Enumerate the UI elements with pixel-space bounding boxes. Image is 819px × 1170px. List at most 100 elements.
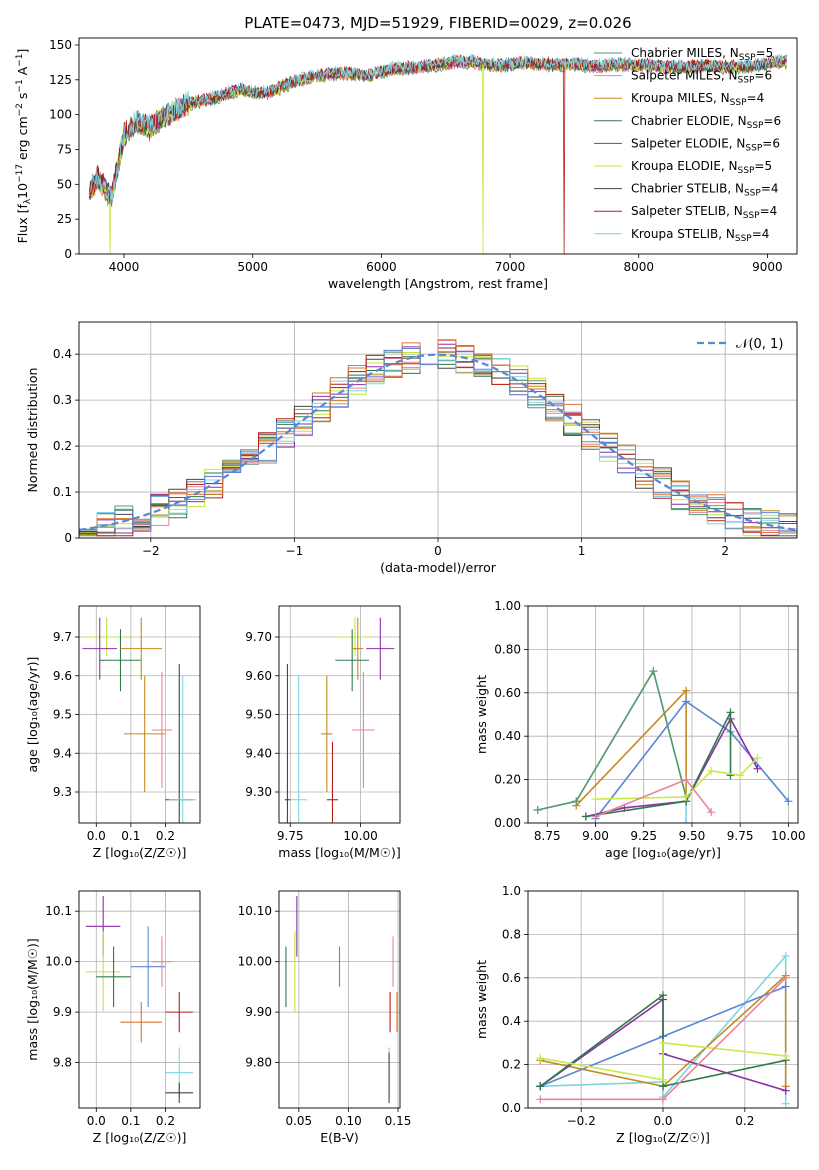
x-tick-label: 2 — [721, 544, 729, 558]
figure-title: PLATE=0473, MJD=51929, FIBERID=0029, z=0… — [244, 14, 631, 32]
normal-reference-curve — [79, 353, 797, 531]
legend-entry-sub: SSP — [738, 166, 755, 176]
axes-frame — [278, 890, 401, 1109]
legend-entry-name: Salpeter ELODIE, N — [631, 136, 745, 150]
y-tick-label: 10.0 — [45, 955, 72, 969]
y-tick-label: 9.70 — [245, 630, 272, 644]
spectrum-line-kroupa-stelib — [89, 53, 787, 206]
y-axis-label-sup: −2 — [15, 103, 25, 116]
x-tick-label: 0.0 — [653, 1114, 672, 1128]
y-tick-label: 0.4 — [53, 347, 72, 361]
errorbar-point — [284, 664, 291, 823]
y-tick-label: 9.60 — [245, 669, 272, 683]
y-tick-label: 9.8 — [53, 1056, 72, 1070]
errorbar-point — [338, 617, 372, 657]
y-tick-label: 0.2 — [53, 439, 72, 453]
x-axis-label: Z [log₁₀(Z/Z☉)] — [93, 845, 187, 860]
x-tick-label: 7000 — [495, 260, 526, 274]
y-axis-label-part: A — [15, 66, 30, 79]
errorbar-point — [85, 931, 121, 1013]
legend-entry: Chabrier MILES, NSSP=5 — [631, 46, 773, 63]
errorbar-point — [335, 629, 370, 692]
legend-entry-value: =4 — [747, 91, 765, 105]
y-tick-label: 0.8 — [502, 927, 521, 941]
x-tick-label: 1 — [578, 544, 586, 558]
legend-entry-value: =5 — [754, 159, 772, 173]
legend-entry-sub: SSP — [739, 53, 756, 63]
legend-entry-value: =6 — [762, 136, 780, 150]
x-tick-label: 0.15 — [385, 1114, 412, 1128]
errorbar-point — [96, 946, 131, 1008]
x-tick-label: 5000 — [237, 260, 268, 274]
errorbar-point — [165, 991, 194, 1033]
panel-mass_weight_vs_Z: −0.2 0.0 0.2 0.0 0.2 0.4 0.6 0.8 1.0 Z [log₁₀(Z/Z… — [474, 884, 799, 1145]
x-axis-label: (data-model)/error — [380, 560, 497, 575]
x-axis-label: mass [log₁₀(M/M☉)] — [278, 845, 400, 860]
y-tick-label: 0 — [64, 531, 72, 545]
panel-residual_hist: −2 −1 0 1 2 0 0.1 0.2 0.3 0.4 (data-model)/error No… — [25, 321, 798, 575]
y-tick-label: 0.00 — [494, 816, 521, 830]
errorbar-point — [130, 926, 166, 1008]
mass-weight-line — [595, 757, 759, 800]
y-tick-label: 0.4 — [502, 1014, 521, 1028]
legend-entry-name: Kroupa MILES, N — [631, 91, 730, 105]
axes-frame — [527, 605, 799, 824]
axes-frame — [78, 890, 201, 1109]
legend-entry-value: =5 — [756, 46, 774, 60]
x-tick-label: 0.0 — [87, 829, 106, 843]
y-axis-label-sup: −1 — [15, 54, 25, 67]
mass-weight-line — [540, 973, 787, 1088]
y-tick-label: 9.40 — [245, 746, 272, 760]
legend-entry: Salpeter STELIB, NSSP=4 — [631, 204, 777, 221]
legend-entry-name: Kroupa ELODIE, N — [631, 159, 738, 173]
y-tick-label: 9.7 — [53, 630, 72, 644]
y-tick-label: 150 — [49, 38, 72, 52]
legend-entry-sub: SSP — [743, 211, 760, 221]
legend-entry-name: Chabrier ELODIE, N — [631, 114, 747, 128]
y-tick-label: 0.20 — [494, 773, 521, 787]
x-tick-label: 10.00 — [771, 829, 805, 843]
y-tick-label: 0.2 — [502, 1058, 521, 1072]
legend-entry: Kroupa MILES, NSSP=4 — [631, 91, 764, 108]
x-tick-label: 0.0 — [87, 1114, 106, 1128]
y-axis-label-part: Flux [f — [15, 204, 30, 244]
x-axis-label: wavelength [Angstrom, rest frame] — [328, 276, 548, 291]
y-axis-label: mass [log₁₀(M/M☉)] — [25, 938, 40, 1060]
y-tick-label: 0.80 — [494, 642, 521, 656]
errorbar-point — [123, 675, 166, 792]
panel-mass_weight_vs_age: 8.75 9.00 9.25 9.50 9.75 10.00 0.00 0.20 0.40 0.6… — [474, 599, 806, 860]
errorbar-point — [120, 617, 162, 680]
y-tick-label: 100 — [49, 108, 72, 122]
legend-entry-name: Chabrier MILES, N — [631, 46, 739, 60]
y-axis-label-part: erg cm — [15, 116, 30, 164]
legend-entry-name: Kroupa STELIB, N — [631, 227, 735, 241]
axes-frame — [78, 37, 798, 255]
legend-entry-name: Salpeter MILES, N — [631, 69, 738, 83]
y-tick-label: 10.1 — [45, 904, 72, 918]
legend-entry: Chabrier STELIB, NSSP=4 — [631, 182, 779, 199]
legend-entry: Salpeter ELODIE, NSSP=6 — [631, 136, 780, 153]
x-axis-label: Z [log₁₀(Z/Z☉)] — [93, 1130, 187, 1145]
y-tick-label: 9.80 — [245, 1056, 272, 1070]
x-tick-label: 0.2 — [156, 829, 175, 843]
x-tick-label: 0.2 — [156, 1114, 175, 1128]
y-tick-label: 9.90 — [245, 1005, 272, 1019]
y-tick-label: 50 — [57, 177, 72, 191]
y-tick-label: 9.6 — [53, 669, 72, 683]
x-tick-label: −2 — [142, 544, 160, 558]
mass-weight-line — [594, 700, 790, 820]
spectrum-line-salpeter-stelib — [88, 54, 787, 254]
x-tick-label: −0.2 — [567, 1114, 596, 1128]
legend-entry-value: =4 — [760, 204, 778, 218]
errorbar-point — [352, 617, 364, 680]
plot-area — [79, 339, 797, 537]
y-axis-label-part: ] — [15, 49, 30, 54]
legend-entry-value: =6 — [763, 114, 781, 128]
x-tick-label: 9.50 — [679, 829, 706, 843]
x-tick-label: 0.1 — [121, 1114, 140, 1128]
errorbar-point — [165, 1082, 194, 1103]
errorbar-point — [82, 617, 131, 657]
legend-entry: Kroupa STELIB, NSSP=4 — [631, 227, 769, 244]
legend-entry: Chabrier ELODIE, NSSP=6 — [631, 114, 781, 131]
legend-entry: 𝒩(0, 1) — [736, 337, 783, 352]
